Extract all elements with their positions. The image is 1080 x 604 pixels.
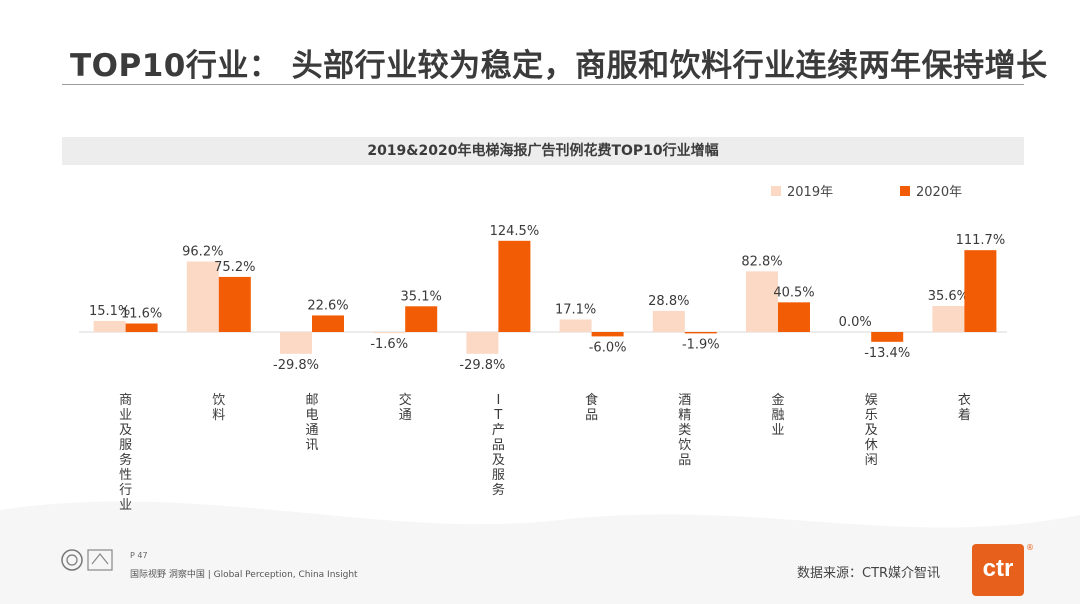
legend-label-2019: 2019年 (787, 185, 834, 200)
bar-2020-4 (498, 240, 531, 332)
bar-2019-5 (559, 319, 592, 332)
category-label-5-char-1: 品 (585, 408, 598, 423)
data-label-2020-9: 111.7% (956, 233, 1006, 248)
category-label-6-char-1: 精 (678, 408, 691, 423)
category-label-7-char-0: 金 (771, 392, 784, 408)
data-label-2020-6: -1.9% (682, 337, 720, 352)
category-label-2-char-2: 通 (305, 423, 318, 438)
data-label-2019-3: -1.6% (370, 337, 408, 352)
category-label-2-char-0: 邮 (305, 393, 318, 408)
title-divider (62, 84, 1024, 85)
category-label-4-char-0: I (496, 393, 500, 408)
category-label-3-char-1: 通 (399, 408, 412, 423)
bar-2019-9 (932, 305, 965, 332)
category-label-6-char-4: 品 (678, 453, 691, 468)
category-label-0-char-7: 业 (119, 498, 132, 513)
data-label-2020-1: 75.2% (214, 260, 255, 275)
data-label-2020-2: 22.6% (307, 298, 348, 313)
legend-label-2020: 2020年 (916, 185, 963, 200)
category-label-6-char-2: 类 (678, 423, 691, 438)
data-label-2020-0: 11.6% (121, 307, 162, 322)
bar-2020-8 (871, 332, 904, 342)
data-label-2020-3: 35.1% (401, 289, 442, 304)
certification-logo (61, 549, 113, 571)
category-label-0-char-3: 服 (119, 438, 132, 453)
data-label-2019-7: 82.8% (741, 254, 782, 269)
bar-2020-1 (218, 276, 251, 332)
category-label-0-char-1: 业 (119, 408, 132, 423)
category-label-4-char-4: 及 (492, 453, 505, 468)
chart-title-band (62, 137, 1024, 165)
data-label-2019-0: 15.1% (89, 304, 130, 319)
category-label-3-char-0: 交 (399, 392, 412, 408)
bar-2019-0 (93, 320, 126, 332)
bar-2019-7 (746, 271, 778, 332)
category-label-2-char-3: 讯 (305, 438, 318, 453)
data-label-2019-2: -29.8% (273, 358, 319, 373)
category-label-6-char-3: 饮 (678, 438, 691, 453)
category-label-1-char-1: 料 (212, 408, 225, 423)
bar-2020-9 (964, 250, 997, 332)
category-label-5-char-0: 食 (585, 392, 598, 408)
category-label-1-char-0: 饮 (212, 393, 225, 408)
category-label-4-char-1: T (493, 408, 502, 423)
legend-swatch-2020 (900, 185, 910, 196)
footer-tagline: 国际视野 洞察中国 | Global Perception, China Ins… (130, 570, 358, 580)
category-label-4-char-5: 服 (492, 468, 505, 483)
bar-2020-6 (684, 332, 717, 334)
page-title: TOP10行业： 头部行业较为稳定，商服和饮料行业连续两年保持增长 (70, 48, 1048, 84)
category-label-4-char-3: 品 (492, 438, 505, 453)
category-label-9-char-1: 着 (958, 407, 971, 423)
category-label-4-char-6: 务 (492, 482, 505, 498)
legend-item-2019: 2019年 (771, 181, 833, 200)
bar-2019-4 (466, 332, 499, 354)
category-label-0-char-2: 及 (119, 423, 132, 438)
data-label-2019-4: -29.8% (459, 358, 505, 373)
category-label-8-char-0: 娱 (865, 393, 878, 408)
chart-title: 2019&2020年电梯海报广告刊例花费TOP10行业增幅 (367, 143, 719, 159)
category-label-6-char-0: 酒 (678, 393, 691, 408)
bar-2020-3 (405, 306, 438, 332)
data-label-2020-8: -13.4% (864, 346, 910, 361)
data-label-2019-6: 28.8% (648, 294, 689, 309)
category-label-0-char-5: 性 (119, 468, 132, 483)
ctr-logo: ctr (972, 544, 1024, 596)
category-label-7-char-2: 业 (771, 423, 784, 438)
bar-2020-5 (591, 332, 624, 337)
data-label-2020-5: -6.0% (589, 340, 627, 355)
bar-2019-1 (186, 261, 219, 332)
category-label-7-char-1: 融 (771, 408, 784, 423)
footer-background-shape (0, 501, 1080, 604)
bar-2020-0 (125, 323, 158, 332)
bar-2020-7 (778, 302, 810, 332)
bar-2020-2 (312, 315, 344, 332)
bar-2019-2 (280, 332, 312, 354)
category-label-8-char-3: 休 (865, 438, 878, 453)
registered-mark: ® (1026, 543, 1034, 552)
bar-2019-6 (652, 310, 685, 332)
category-label-2-char-1: 电 (305, 408, 318, 423)
category-label-8-char-2: 及 (865, 423, 878, 438)
data-label-2019-8: 0.0% (839, 315, 872, 330)
category-label-9-char-0: 衣 (958, 392, 971, 408)
category-label-0-char-4: 务 (119, 452, 132, 468)
page-number: P 47 (130, 551, 148, 560)
data-label-2020-7: 40.5% (773, 285, 814, 300)
data-label-2019-5: 17.1% (555, 302, 596, 317)
category-label-8-char-4: 闲 (865, 453, 878, 468)
data-label-2019-9: 35.6% (928, 289, 969, 304)
data-label-2019-1: 96.2% (182, 245, 223, 260)
category-label-0-char-6: 行 (119, 483, 132, 498)
legend-swatch-2019 (771, 185, 781, 196)
data-source: 数据来源：CTR媒介智讯 (797, 566, 941, 581)
bar-2019-3 (373, 332, 406, 334)
data-label-2020-4: 124.5% (490, 224, 540, 239)
category-label-8-char-1: 乐 (865, 408, 878, 423)
category-label-0-char-0: 商 (119, 393, 132, 408)
legend-item-2020: 2020年 (900, 181, 962, 200)
category-label-4-char-2: 产 (492, 423, 505, 438)
